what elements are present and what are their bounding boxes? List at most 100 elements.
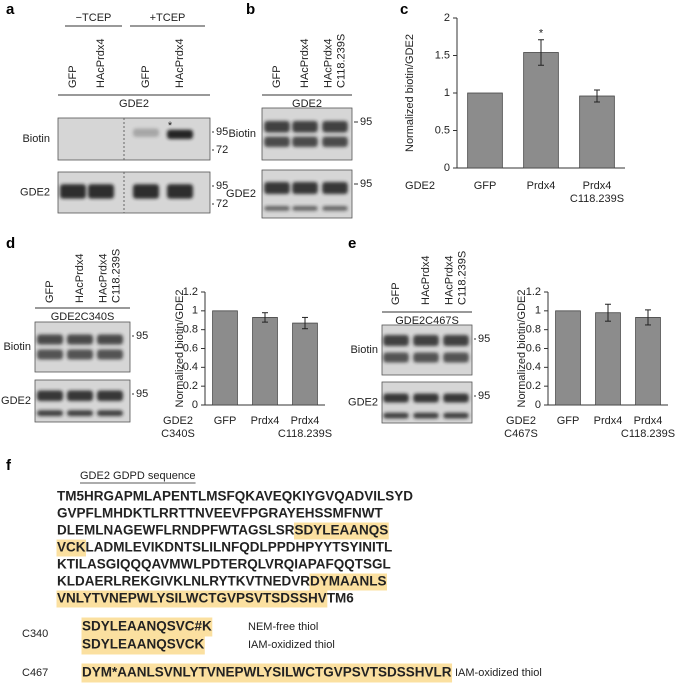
sequence-segment: K	[202, 619, 212, 634]
bar	[523, 52, 559, 169]
lane-label: GFP	[390, 282, 402, 305]
blot-band	[292, 121, 318, 133]
row-label: GDE2 C340S	[161, 415, 195, 440]
highlight	[81, 617, 186, 637]
row-label: GDE2	[348, 396, 378, 408]
lane-label: HAcPrdx4C118.239S	[97, 249, 122, 303]
x-tick-label: Prdx4	[527, 180, 556, 192]
sequence-text: TM5 HRGAPMLAPENTLMSFQKAVEQKIYGVQADVILSYD G…	[57, 489, 452, 680]
blot-band	[97, 390, 123, 401]
x-tick-label: Prdx4 C118.239S	[278, 415, 332, 440]
blot-band	[37, 410, 63, 417]
blot-band	[264, 121, 290, 133]
blot-band	[383, 393, 409, 403]
error-bar	[594, 89, 600, 103]
sequence-segment: HRGAPMLAPENTLMSFQKAVEQKIYGVQADVILSYD	[84, 489, 413, 504]
error-bar	[262, 312, 268, 323]
y-tick-label: 0.8	[183, 324, 198, 336]
blot-band	[443, 352, 469, 363]
panel-letter: a	[6, 1, 15, 18]
size-marker: 95	[360, 178, 372, 190]
error-bar	[645, 309, 651, 326]
blot-band	[322, 121, 348, 133]
size-marker: 95	[216, 126, 228, 138]
blot-band	[133, 128, 159, 137]
text-line: HAcPrdx4	[443, 255, 455, 305]
sequence-segment: V	[57, 540, 66, 555]
text-line: C118.239S	[111, 249, 123, 303]
blot-band	[97, 349, 123, 360]
highlight	[184, 617, 203, 637]
blot-band	[264, 206, 290, 211]
blot-band	[167, 184, 193, 199]
y-tick-label: 0	[444, 162, 450, 174]
sequence-segment: LADMLEVIKDNTSLILNFQDLPPDHPYYTSYINITL	[86, 540, 393, 555]
sequence-segment: VNLYTVNEPWLYSILW	[57, 591, 199, 606]
bar	[292, 322, 318, 406]
x-tick-label: Prdx4	[594, 415, 623, 427]
y-tick-label: 0	[535, 399, 541, 411]
blot-band	[97, 410, 123, 417]
blot-band	[383, 335, 409, 346]
highlights	[56, 522, 453, 683]
blot-band	[264, 136, 290, 147]
blot-band	[37, 349, 63, 360]
peptide-note: NEM-free thiol	[248, 621, 318, 633]
lane-label: GFP	[44, 280, 56, 303]
sequence-segment: C	[199, 591, 209, 606]
highlight	[194, 635, 205, 655]
y-tick-label: 1.2	[183, 286, 198, 298]
text-line: Prdx4	[291, 415, 320, 427]
highlight	[198, 590, 209, 608]
y-tick-label: 0.2	[526, 380, 541, 392]
sequence-segment: K	[76, 540, 86, 555]
size-marker: 95	[136, 330, 148, 342]
row-label: Biotin	[228, 128, 256, 140]
blot-band	[67, 334, 93, 345]
text-line: Prdx4	[634, 415, 663, 427]
highlight	[293, 522, 389, 540]
blot	[261, 107, 353, 161]
sequence-title: GDE2 GDPD sequence	[80, 470, 196, 482]
size-marker: 95	[478, 390, 490, 402]
size-marker: 95	[478, 333, 490, 345]
highlight	[81, 635, 186, 655]
blot-band	[292, 136, 318, 147]
row-label: Biotin	[3, 341, 31, 353]
size-marker: 72	[216, 198, 228, 210]
lane-label: HAcPrdx4	[299, 38, 311, 88]
y-tick-label: 0.2	[183, 380, 198, 392]
blot-band	[167, 129, 193, 139]
blot-band	[133, 184, 159, 199]
sequence-segment: DLEMLNAGEWFLRNDPFWTAGSLSR	[57, 523, 295, 538]
y-tick-label: 1.5	[435, 49, 450, 61]
panel-letter: e	[348, 235, 356, 252]
y-tick-label: 1	[444, 87, 450, 99]
bar	[555, 310, 581, 406]
annotation: *	[539, 28, 544, 40]
peptide-note: IAM-oxidized thiol	[455, 667, 542, 679]
x-tick-label: Prdx4 C118.239S	[621, 415, 675, 440]
size-marker: 95	[136, 388, 148, 400]
blot-band	[322, 136, 348, 147]
y-tick-label: 0.6	[526, 342, 541, 354]
bar	[595, 312, 621, 406]
site-label: C340	[22, 628, 48, 640]
blot-band	[413, 352, 439, 363]
blot-band	[264, 182, 290, 194]
blot-band	[292, 182, 318, 194]
error-bar	[605, 303, 611, 322]
text-line: HAcPrdx4	[97, 253, 109, 303]
row-label: GDE2	[1, 395, 31, 407]
sequence-segment: SDYLEAANQS	[294, 523, 388, 538]
sequence-segment: C	[66, 540, 76, 555]
y-axis-label: Normalized biotin/GDE2	[404, 34, 416, 152]
x-tick-label: Prdx4 C118.239S	[570, 180, 624, 205]
blot-band	[67, 410, 93, 417]
blot-band	[443, 335, 469, 346]
row-label: GDE2	[20, 186, 50, 198]
y-tick-label: 0.4	[526, 361, 541, 373]
row-label: Biotin	[22, 133, 50, 145]
protein-label: GDE2C467S	[395, 315, 459, 327]
blot-band	[413, 412, 439, 419]
